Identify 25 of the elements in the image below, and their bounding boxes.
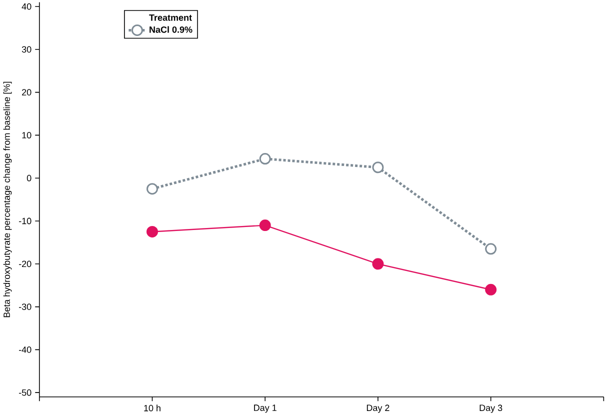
x-tick-label: 10 h — [144, 404, 160, 412]
y-tick-label: -50 — [18, 389, 32, 396]
y-axis-title: Beta hydroxybutyrate percentage change from baseline [%] — [3, 82, 12, 318]
point — [146, 182, 158, 194]
y-tick-label: -30 — [18, 304, 32, 310]
y-tick-label: 20 — [22, 89, 32, 96]
x-tick-label: Day 1 — [254, 404, 276, 413]
point — [259, 219, 271, 231]
y-tick-label: 30 — [22, 46, 32, 53]
y-tick-label: -10 — [18, 218, 32, 224]
y-tick-label: -40 — [18, 346, 32, 353]
point — [485, 284, 497, 296]
x-tick-label: Day 3 — [480, 404, 502, 413]
x-tick-label: Day 2 — [366, 404, 390, 413]
point — [485, 243, 497, 255]
y-tick-label: -20 — [18, 260, 32, 268]
legend-label: NaCl 0.9% — [150, 26, 192, 33]
y-tick-label: 40 — [22, 3, 32, 10]
legend-title: Treatment — [149, 14, 192, 21]
point — [146, 226, 158, 238]
point — [259, 152, 271, 164]
point — [372, 258, 384, 270]
y-tick-label: 0 — [26, 174, 32, 182]
point — [372, 162, 384, 174]
y-tick-label: 10 — [22, 132, 32, 138]
